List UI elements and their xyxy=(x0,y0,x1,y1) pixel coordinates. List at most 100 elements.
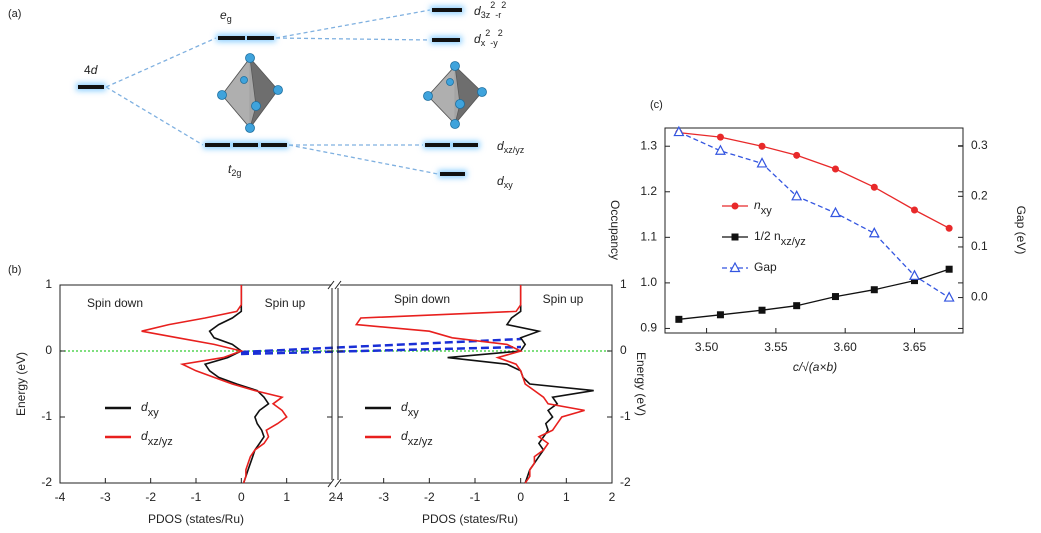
marker xyxy=(756,157,768,168)
panel-label: (a) xyxy=(8,8,21,20)
legend-name: n xyxy=(754,198,761,212)
axis-break-gap xyxy=(331,480,340,486)
legend-sub: xy xyxy=(761,205,773,217)
x-tick-label: 2 xyxy=(609,490,616,504)
marker xyxy=(716,133,724,141)
panel-a-decor xyxy=(76,6,487,178)
marker xyxy=(729,261,741,273)
x-tick-label: -3 xyxy=(100,490,111,504)
label-part: e xyxy=(220,8,227,22)
legend-label: 1/2 nxz/yz xyxy=(754,229,806,248)
y-tick-label: 1.0 xyxy=(640,275,657,289)
y-tick-label: 1 xyxy=(45,277,52,291)
x-tick-label: 1 xyxy=(283,490,290,504)
label-part: 2 xyxy=(501,0,506,10)
panel-label: (c) xyxy=(650,99,663,111)
axis-break xyxy=(327,280,335,290)
y-tick-label: 0 xyxy=(45,343,52,357)
y-tick-label: 1 xyxy=(620,277,627,291)
marker xyxy=(831,165,839,173)
marker xyxy=(829,206,841,218)
plot-frame xyxy=(59,284,333,484)
connector xyxy=(105,86,204,146)
x-tick-label: -4 xyxy=(333,490,344,504)
legend-name: d xyxy=(401,429,408,443)
x-axis-label: c/√(a×b) xyxy=(793,360,837,374)
label-part: 2 xyxy=(498,28,503,38)
y-tick-label: 0.9 xyxy=(640,321,657,335)
annotation: Spin up xyxy=(543,292,584,306)
label-part: xz/yz xyxy=(504,145,525,155)
connector xyxy=(105,37,217,88)
label-part: d xyxy=(474,4,481,18)
legend-label: dxy xyxy=(141,400,159,419)
marker xyxy=(831,293,839,301)
y-axis-label: Occupancy xyxy=(608,200,622,260)
legend-label: dxz/yz xyxy=(401,429,433,448)
y2-tick-label: 0.3 xyxy=(971,138,988,152)
rich-label: eg xyxy=(220,8,232,24)
x-tick-label: 3.50 xyxy=(695,340,719,354)
connector xyxy=(275,37,431,41)
rich-label: dxy xyxy=(497,174,513,190)
marker xyxy=(870,183,878,191)
y-tick-label: -1 xyxy=(620,409,631,423)
marker xyxy=(943,291,955,302)
connector-lines xyxy=(105,9,439,175)
legend-sub: xz/yz xyxy=(148,436,173,448)
x-tick-label: 2 xyxy=(329,490,336,504)
legend-name: d xyxy=(141,400,148,414)
connector xyxy=(275,9,431,39)
y-tick-label: 0 xyxy=(620,343,627,357)
octahedron xyxy=(423,61,487,129)
marker xyxy=(945,265,953,273)
marker xyxy=(675,315,683,323)
pdos-curve xyxy=(354,285,585,484)
legend-name: 1/2 n xyxy=(754,229,781,243)
x-tick-label: -1 xyxy=(191,490,202,504)
marker xyxy=(868,227,880,238)
guide-line xyxy=(240,345,522,356)
legend-sub: xz/yz xyxy=(408,436,433,448)
marker xyxy=(758,306,766,314)
marker xyxy=(910,277,918,285)
legend-sub: xy xyxy=(408,407,420,419)
marker xyxy=(716,311,724,319)
label-part: 3z xyxy=(481,10,491,20)
marker xyxy=(791,190,803,201)
legend-name: Gap xyxy=(754,260,777,274)
legend-label: nxy xyxy=(754,198,772,217)
label-part: g xyxy=(227,14,232,24)
axis-break-gap xyxy=(331,282,340,288)
series-line xyxy=(678,268,950,320)
annotation: Spin up xyxy=(265,296,306,310)
y2-tick-label: 0.0 xyxy=(971,290,988,304)
x-axis-label: PDOS (states/Ru) xyxy=(422,512,518,526)
x-axis-label: PDOS (states/Ru) xyxy=(148,512,244,526)
marker xyxy=(673,125,685,137)
axis-break xyxy=(334,478,342,488)
x-tick-label: 0 xyxy=(517,490,524,504)
octahedron xyxy=(217,53,283,133)
y-axis-label: Energy (eV) xyxy=(14,352,28,416)
label-part: d xyxy=(474,32,481,46)
pdos-curve xyxy=(141,285,288,484)
legend-label: Gap xyxy=(754,260,777,274)
y-axis-label: Energy (eV) xyxy=(634,352,648,416)
x-tick-label: -2 xyxy=(145,490,156,504)
pdos-curve xyxy=(447,285,594,484)
label-part: x xyxy=(481,38,486,48)
label-part: -y xyxy=(490,38,498,48)
plot-frame xyxy=(337,284,613,484)
x-tick-label: 0 xyxy=(238,490,245,504)
marker xyxy=(731,233,739,241)
axis-break xyxy=(334,280,342,290)
marker xyxy=(908,269,920,280)
rich-label: dx2-y2 xyxy=(474,28,503,48)
marker xyxy=(945,224,953,232)
x-tick-label: -2 xyxy=(424,490,435,504)
series-line xyxy=(678,131,950,299)
rich-label: d3z2-r2 xyxy=(474,0,506,20)
label-part: 2g xyxy=(231,168,241,178)
plot-frame xyxy=(664,127,964,334)
